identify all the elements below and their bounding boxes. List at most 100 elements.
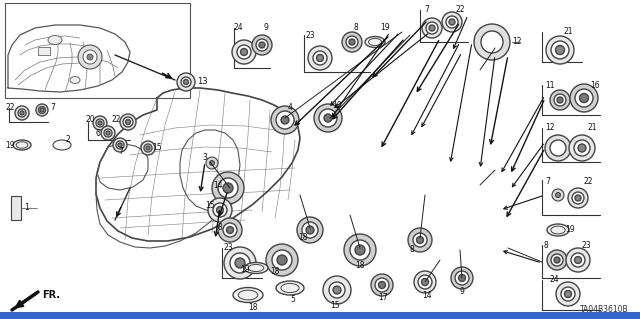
Circle shape bbox=[413, 233, 427, 247]
Circle shape bbox=[556, 46, 564, 55]
Circle shape bbox=[551, 41, 569, 59]
Text: 9: 9 bbox=[264, 24, 269, 33]
Text: 6: 6 bbox=[95, 129, 100, 137]
Circle shape bbox=[241, 48, 248, 56]
Circle shape bbox=[83, 50, 97, 64]
Circle shape bbox=[230, 253, 250, 273]
Text: 15: 15 bbox=[152, 144, 162, 152]
Circle shape bbox=[177, 73, 195, 91]
Ellipse shape bbox=[48, 35, 62, 44]
Circle shape bbox=[557, 97, 563, 103]
Text: 9: 9 bbox=[460, 287, 465, 296]
Text: 14: 14 bbox=[422, 292, 431, 300]
Text: 14: 14 bbox=[213, 181, 223, 189]
Bar bbox=[11, 196, 21, 220]
Circle shape bbox=[481, 31, 503, 53]
Circle shape bbox=[474, 24, 510, 60]
Circle shape bbox=[344, 234, 376, 266]
Ellipse shape bbox=[70, 77, 80, 84]
Text: FR.: FR. bbox=[42, 290, 60, 300]
Circle shape bbox=[125, 120, 131, 124]
Circle shape bbox=[120, 114, 136, 130]
Circle shape bbox=[235, 258, 245, 268]
Circle shape bbox=[564, 291, 572, 298]
Circle shape bbox=[569, 135, 595, 161]
Circle shape bbox=[378, 281, 385, 288]
Text: 1: 1 bbox=[24, 204, 29, 212]
Text: 22: 22 bbox=[584, 176, 593, 186]
Circle shape bbox=[349, 39, 355, 45]
Circle shape bbox=[554, 94, 566, 106]
Circle shape bbox=[578, 144, 586, 152]
Circle shape bbox=[575, 89, 593, 107]
Circle shape bbox=[40, 108, 44, 112]
Text: 20: 20 bbox=[85, 115, 95, 124]
Text: 11: 11 bbox=[545, 80, 554, 90]
Text: 23: 23 bbox=[582, 241, 591, 250]
Bar bbox=[38, 47, 50, 55]
Circle shape bbox=[418, 275, 432, 289]
Circle shape bbox=[259, 42, 265, 48]
Circle shape bbox=[575, 256, 582, 263]
Circle shape bbox=[324, 114, 332, 122]
Text: 23: 23 bbox=[305, 31, 315, 40]
Circle shape bbox=[451, 267, 473, 289]
Circle shape bbox=[123, 117, 133, 127]
Text: 23: 23 bbox=[224, 243, 234, 253]
Circle shape bbox=[556, 193, 561, 197]
Text: 17: 17 bbox=[378, 293, 388, 302]
Text: 18: 18 bbox=[270, 268, 280, 277]
Circle shape bbox=[223, 183, 233, 193]
Circle shape bbox=[213, 203, 227, 217]
Circle shape bbox=[218, 178, 238, 198]
Text: 5: 5 bbox=[290, 295, 295, 305]
Circle shape bbox=[184, 79, 189, 85]
Circle shape bbox=[355, 245, 365, 255]
Circle shape bbox=[113, 138, 127, 152]
Circle shape bbox=[570, 84, 598, 112]
Circle shape bbox=[568, 188, 588, 208]
Circle shape bbox=[319, 109, 337, 127]
Circle shape bbox=[277, 255, 287, 265]
Bar bbox=[5, 3, 190, 98]
Circle shape bbox=[408, 228, 432, 252]
Circle shape bbox=[574, 140, 590, 156]
Circle shape bbox=[237, 45, 251, 59]
Circle shape bbox=[571, 253, 585, 267]
Circle shape bbox=[266, 244, 298, 276]
Circle shape bbox=[329, 282, 345, 298]
Circle shape bbox=[210, 160, 214, 165]
Circle shape bbox=[144, 144, 152, 152]
Circle shape bbox=[547, 250, 567, 270]
Text: 8: 8 bbox=[410, 246, 415, 255]
Circle shape bbox=[313, 51, 327, 65]
Circle shape bbox=[297, 217, 323, 243]
Text: 16: 16 bbox=[590, 80, 600, 90]
Circle shape bbox=[106, 131, 110, 135]
Circle shape bbox=[552, 189, 564, 201]
Text: 24: 24 bbox=[234, 24, 244, 33]
Ellipse shape bbox=[547, 224, 569, 236]
Circle shape bbox=[271, 106, 299, 134]
Circle shape bbox=[566, 248, 590, 272]
Circle shape bbox=[545, 135, 571, 161]
Circle shape bbox=[272, 250, 292, 270]
Circle shape bbox=[323, 276, 351, 304]
Text: 13: 13 bbox=[197, 78, 207, 86]
Text: TA04B3610B: TA04B3610B bbox=[580, 306, 628, 315]
Text: 18: 18 bbox=[248, 303, 257, 313]
Circle shape bbox=[350, 240, 370, 260]
Circle shape bbox=[101, 126, 115, 140]
Text: 18: 18 bbox=[298, 234, 307, 242]
Circle shape bbox=[317, 55, 323, 62]
Circle shape bbox=[223, 223, 237, 237]
Circle shape bbox=[96, 119, 104, 127]
Bar bbox=[0, 312, 640, 319]
Circle shape bbox=[346, 36, 358, 48]
Text: 2: 2 bbox=[65, 136, 70, 145]
Circle shape bbox=[371, 274, 393, 296]
Text: 24: 24 bbox=[550, 276, 559, 285]
Circle shape bbox=[422, 278, 429, 286]
Text: 22: 22 bbox=[112, 115, 122, 123]
Circle shape bbox=[333, 286, 341, 294]
